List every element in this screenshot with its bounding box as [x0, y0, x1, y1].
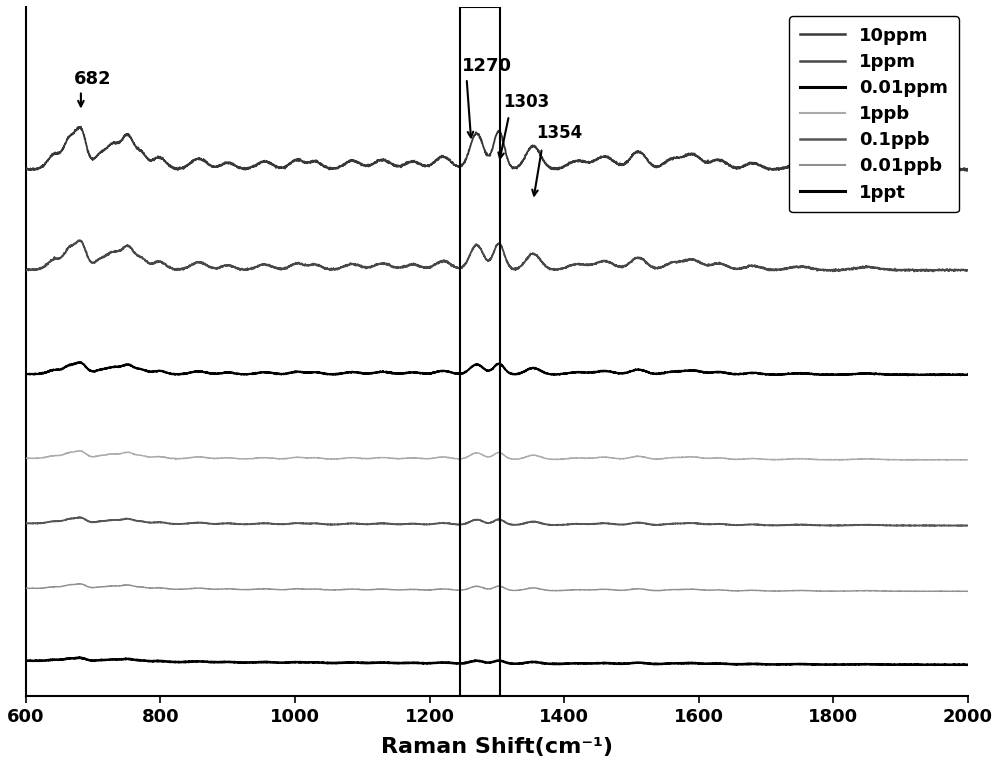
1ppb — [423, 454, 435, 463]
1ppb — [416, 454, 428, 463]
1ppm — [704, 261, 716, 270]
1ppm — [886, 265, 898, 274]
0.1ppb — [423, 520, 435, 529]
0.01ppm — [962, 370, 974, 379]
1ppb — [934, 455, 946, 465]
0.01ppb — [468, 582, 480, 591]
0.1ppb — [930, 521, 942, 530]
10ppm — [423, 160, 435, 170]
0.01ppb — [893, 587, 905, 596]
1ppm — [416, 262, 428, 271]
Text: 1303: 1303 — [504, 93, 550, 112]
0.01ppb — [886, 587, 898, 596]
Line: 1ppt: 1ppt — [26, 658, 968, 665]
0.1ppb — [20, 519, 32, 528]
1ppt — [962, 660, 974, 669]
1ppt — [933, 660, 945, 669]
1ppb — [962, 455, 974, 465]
1ppb — [896, 455, 908, 465]
0.01ppm — [20, 370, 32, 379]
10ppm — [75, 122, 87, 131]
1ppm — [934, 264, 946, 274]
1ppt — [20, 656, 32, 665]
Line: 0.01ppm: 0.01ppm — [26, 362, 968, 375]
1ppt — [704, 659, 716, 668]
X-axis label: Raman Shift(cm⁻¹): Raman Shift(cm⁻¹) — [381, 737, 613, 757]
0.01ppm — [468, 361, 480, 370]
Line: 1ppb: 1ppb — [26, 451, 968, 460]
Line: 0.1ppb: 0.1ppb — [26, 517, 968, 526]
10ppm — [933, 165, 945, 174]
1ppm — [962, 265, 974, 274]
10ppm — [949, 166, 961, 175]
1ppt — [468, 656, 480, 665]
Legend: 10ppm, 1ppm, 0.01ppm, 1ppb, 0.1ppb, 0.01ppb, 1ppt: 10ppm, 1ppm, 0.01ppm, 1ppb, 0.1ppb, 0.01… — [789, 16, 959, 212]
0.01ppm — [704, 367, 716, 377]
1ppb — [704, 454, 716, 463]
0.01ppb — [962, 587, 974, 596]
0.1ppb — [73, 513, 85, 522]
Bar — [460, 7, 500, 696]
0.01ppb — [20, 584, 32, 593]
1ppt — [953, 660, 965, 669]
0.01ppb — [704, 585, 716, 594]
0.01ppm — [934, 371, 946, 380]
0.01ppb — [934, 587, 946, 596]
1ppm — [20, 266, 32, 275]
1ppb — [886, 455, 898, 465]
1ppm — [423, 263, 435, 272]
0.01ppm — [423, 369, 435, 378]
1ppm — [468, 243, 480, 252]
Text: 1354: 1354 — [536, 125, 582, 142]
10ppm — [468, 132, 480, 141]
1ppm — [908, 267, 920, 276]
0.01ppb — [416, 585, 428, 594]
Line: 1ppm: 1ppm — [26, 241, 968, 271]
1ppb — [20, 454, 32, 463]
1ppt — [74, 653, 86, 662]
Text: 682: 682 — [74, 70, 112, 89]
10ppm — [704, 157, 716, 167]
10ppm — [886, 163, 898, 173]
0.1ppb — [704, 520, 716, 529]
1ppb — [72, 446, 84, 455]
0.01ppm — [886, 371, 898, 380]
1ppt — [423, 659, 435, 668]
0.1ppb — [468, 516, 480, 525]
Line: 0.01ppb: 0.01ppb — [26, 584, 968, 591]
0.01ppm — [902, 371, 914, 380]
1ppm — [72, 236, 84, 245]
0.1ppb — [886, 521, 898, 530]
1ppb — [468, 448, 480, 458]
0.01ppm — [416, 368, 428, 377]
0.1ppb — [934, 521, 946, 530]
0.01ppb — [423, 585, 435, 594]
10ppm — [962, 165, 974, 174]
0.1ppb — [962, 521, 974, 530]
0.01ppb — [73, 579, 85, 588]
0.1ppb — [416, 520, 428, 529]
1ppt — [416, 659, 428, 668]
0.01ppm — [73, 358, 85, 367]
1ppt — [886, 660, 898, 669]
10ppm — [20, 164, 32, 173]
Text: 1270: 1270 — [462, 57, 512, 75]
Line: 10ppm: 10ppm — [26, 127, 968, 170]
10ppm — [416, 160, 428, 170]
